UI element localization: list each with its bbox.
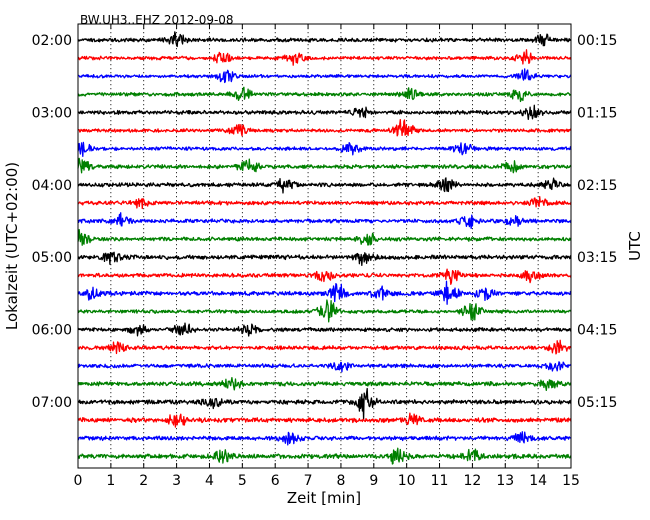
x-tick-label: 10 bbox=[398, 473, 416, 489]
left-time-label: 03:00 bbox=[32, 105, 72, 121]
right-time-label: 00:15 bbox=[577, 33, 617, 49]
y-axis-label-right: UTC bbox=[626, 231, 644, 261]
trace-line bbox=[77, 280, 572, 305]
right-time-labels: 00:15 01:15 02:15 03:15 04:15 05:15 bbox=[566, 33, 617, 411]
trace-line bbox=[77, 339, 572, 355]
x-axis-ticks: 0 1 2 3 4 5 6 7 8 9 10 11 12 13 14 15 bbox=[74, 24, 580, 489]
right-time-label: 05:15 bbox=[577, 395, 617, 411]
x-tick-label: 14 bbox=[529, 473, 547, 489]
x-tick-label: 1 bbox=[106, 473, 115, 489]
trace-line bbox=[77, 49, 572, 66]
trace-line bbox=[77, 229, 572, 246]
trace-line bbox=[77, 447, 572, 465]
trace-line bbox=[77, 31, 572, 48]
x-tick-label: 11 bbox=[431, 473, 449, 489]
trace-line bbox=[77, 157, 572, 174]
trace-line bbox=[77, 141, 572, 157]
trace-line bbox=[77, 361, 572, 373]
chart-title: BW.UH3..EHZ 2012-09-08 bbox=[80, 13, 234, 27]
left-time-label: 02:00 bbox=[32, 33, 72, 49]
x-tick-label: 6 bbox=[271, 473, 280, 489]
trace-line bbox=[77, 322, 572, 337]
x-tick-label: 3 bbox=[172, 473, 181, 489]
right-time-label: 03:15 bbox=[577, 250, 617, 266]
left-time-label: 05:00 bbox=[32, 250, 72, 266]
right-time-label: 01:15 bbox=[577, 105, 617, 121]
trace-line bbox=[77, 195, 572, 210]
x-tick-label: 7 bbox=[304, 473, 313, 489]
right-time-label: 02:15 bbox=[577, 178, 617, 194]
x-tick-label: 9 bbox=[369, 473, 378, 489]
seismic-traces bbox=[77, 31, 572, 465]
x-tick-label: 5 bbox=[238, 473, 247, 489]
trace-line bbox=[77, 212, 572, 230]
trace-line bbox=[77, 104, 572, 121]
x-tick-label: 4 bbox=[205, 473, 214, 489]
left-time-label: 07:00 bbox=[32, 395, 72, 411]
trace-line bbox=[77, 268, 572, 285]
trace-line bbox=[77, 431, 572, 446]
trace-line bbox=[77, 68, 572, 84]
x-tick-label: 12 bbox=[463, 473, 481, 489]
trace-line bbox=[77, 86, 572, 103]
trace-line bbox=[77, 387, 572, 420]
trace-line bbox=[77, 177, 572, 194]
left-time-label: 04:00 bbox=[32, 178, 72, 194]
x-axis-label: Zeit [min] bbox=[287, 489, 361, 507]
trace-line bbox=[77, 251, 572, 267]
plot-frame bbox=[77, 23, 572, 469]
trace-line bbox=[77, 412, 572, 428]
y-axis-label-left: Lokalzeit (UTC+02:00) bbox=[3, 162, 21, 330]
trace-line bbox=[77, 299, 572, 323]
left-time-labels: 02:00 03:00 04:00 05:00 06:00 07:00 bbox=[32, 33, 83, 411]
x-tick-label: 2 bbox=[139, 473, 148, 489]
x-tick-label: 0 bbox=[74, 473, 83, 489]
x-tick-label: 8 bbox=[336, 473, 345, 489]
right-time-label: 04:15 bbox=[577, 323, 617, 339]
trace-line bbox=[77, 118, 572, 137]
x-tick-label: 15 bbox=[562, 473, 580, 489]
x-tick-label: 13 bbox=[496, 473, 514, 489]
trace-line bbox=[77, 376, 572, 392]
left-time-label: 06:00 bbox=[32, 323, 72, 339]
